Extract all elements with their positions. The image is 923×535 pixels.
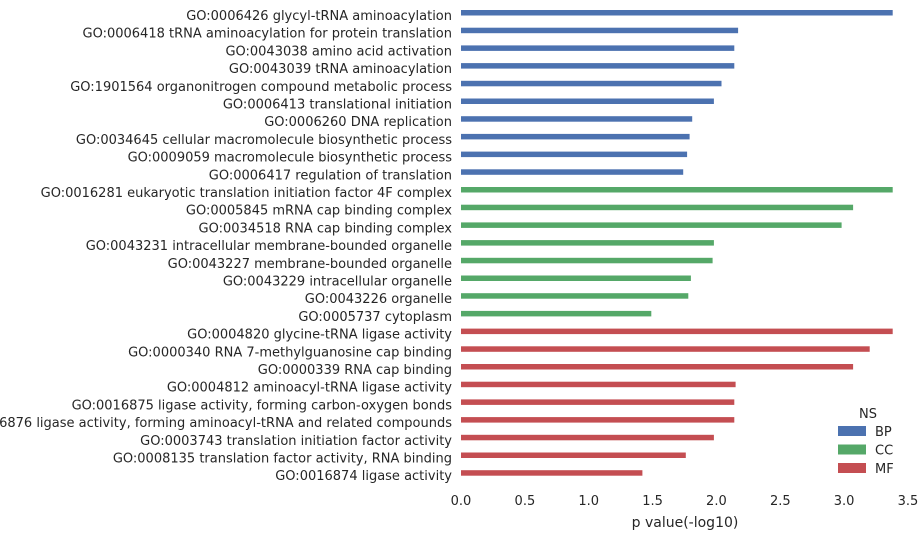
bar-cc bbox=[461, 275, 691, 281]
bar-mf bbox=[461, 470, 643, 476]
x-tick-label: 3.5 bbox=[898, 494, 919, 509]
bar-bp bbox=[461, 151, 688, 158]
x-tick-label: 2.5 bbox=[770, 494, 791, 509]
category-labels: GO:0006426 glycyl-tRNA aminoacylation GO:… bbox=[0, 9, 452, 484]
bar-mf bbox=[461, 434, 714, 441]
bars-group bbox=[461, 10, 893, 476]
category-label: GO:0016281 eukaryotic translation initia… bbox=[41, 186, 453, 201]
bar-bp bbox=[461, 80, 722, 87]
category-label: GO:0043227 membrane-bounded organelle bbox=[168, 257, 452, 272]
bar-mf bbox=[461, 417, 735, 423]
category-label: GO:0000339 RNA cap binding bbox=[258, 363, 452, 378]
category-label: GO:0016874 ligase activity bbox=[275, 469, 452, 484]
x-tick-label: 0.5 bbox=[515, 494, 536, 509]
category-label: GO:0006418 tRNA aminoacylation for prote… bbox=[83, 27, 452, 42]
bar-mf bbox=[461, 364, 854, 370]
x-tick-label: 0.0 bbox=[451, 494, 472, 509]
legend-label-cc: CC bbox=[875, 444, 893, 459]
bar-bp bbox=[461, 27, 739, 34]
bar-mf bbox=[461, 346, 870, 352]
legend: NS BP CC MF bbox=[838, 407, 894, 477]
category-label: GO:0005737 cytoplasm bbox=[298, 310, 452, 325]
legend-swatch-bp bbox=[838, 426, 866, 436]
bar-bp bbox=[461, 98, 714, 104]
legend-swatch-mf bbox=[838, 463, 866, 473]
x-tick-label: 1.5 bbox=[642, 494, 663, 509]
bar-bp bbox=[461, 116, 693, 122]
bar-bp bbox=[461, 10, 893, 16]
category-label: GO:1901564 organonitrogen compound metab… bbox=[70, 80, 452, 95]
bar-cc bbox=[461, 204, 854, 211]
category-label: GO:0043226 organelle bbox=[305, 292, 452, 307]
bar-mf bbox=[461, 381, 736, 388]
bar-mf bbox=[461, 328, 893, 335]
category-label: GO:0043038 amino acid activation bbox=[225, 44, 452, 59]
bar-bp bbox=[461, 169, 684, 175]
category-label: GO:0006413 translational initiation bbox=[223, 98, 452, 113]
bar-cc bbox=[461, 240, 714, 246]
legend-label-bp: BP bbox=[875, 425, 892, 440]
category-label: GO:0043039 tRNA aminoacylation bbox=[229, 62, 452, 77]
bar-bp bbox=[461, 133, 690, 140]
x-axis-title: p value(-log10) bbox=[632, 515, 739, 531]
legend-label-mf: MF bbox=[875, 462, 894, 477]
category-label: GO:0006426 glycyl-tRNA aminoacylation bbox=[186, 9, 452, 24]
x-tick-label: 2.0 bbox=[706, 494, 727, 509]
category-label: GO:0000340 RNA 7-methylguanosine cap bin… bbox=[128, 345, 452, 360]
bar-bp bbox=[461, 63, 735, 69]
bar-cc bbox=[461, 310, 652, 317]
category-label: GO:0016875 ligase activity, forming carb… bbox=[72, 398, 453, 413]
bar-bp bbox=[461, 45, 735, 51]
category-label: GO:0003743 translation initiation factor… bbox=[140, 434, 452, 449]
category-label: GO:0004812 aminoacyl-tRNA ligase activit… bbox=[167, 381, 452, 396]
bar-mf bbox=[461, 452, 686, 458]
category-label: GO:0043229 intracellular organelle bbox=[223, 275, 452, 290]
category-label: GO:0006417 regulation of translation bbox=[209, 168, 452, 183]
category-label: GO:0004820 glycine-tRNA ligase activity bbox=[187, 328, 452, 343]
category-label: GO:0009059 macromolecule biosynthetic pr… bbox=[128, 151, 453, 166]
category-label: GO:0043231 intracellular membrane-bounde… bbox=[86, 239, 452, 254]
x-tick-label: 3.0 bbox=[834, 494, 855, 509]
bar-cc bbox=[461, 222, 842, 228]
bar-cc bbox=[461, 293, 689, 299]
category-label: GO:0034645 cellular macromolecule biosyn… bbox=[76, 133, 452, 148]
x-axis-ticks: 0.0 0.5 1.0 1.5 2.0 2.5 3.0 3.5 bbox=[451, 494, 919, 509]
category-label: GO:0008135 translation factor activity, … bbox=[113, 452, 452, 467]
legend-title: NS bbox=[859, 407, 877, 422]
category-label: GO:0016876 ligase activity, forming amin… bbox=[0, 416, 452, 431]
bar-mf bbox=[461, 399, 735, 405]
category-label: GO:0006260 DNA replication bbox=[264, 115, 452, 130]
category-label: GO:0034518 RNA cap binding complex bbox=[199, 221, 453, 236]
bar-cc bbox=[461, 257, 713, 264]
category-label: GO:0005845 mRNA cap binding complex bbox=[186, 204, 452, 219]
bar-cc bbox=[461, 187, 893, 193]
legend-swatch-cc bbox=[838, 444, 866, 455]
x-tick-label: 1.0 bbox=[578, 494, 599, 509]
